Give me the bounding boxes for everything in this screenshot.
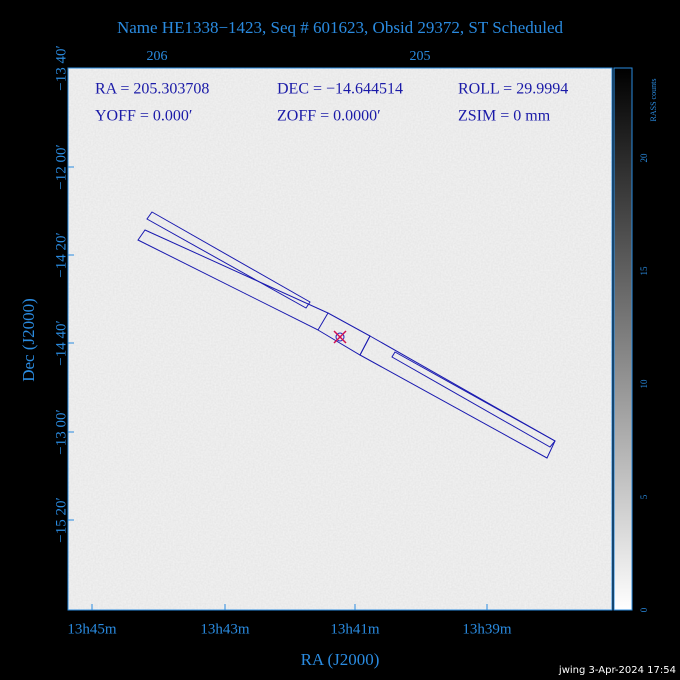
detector-outline — [137, 211, 556, 459]
x-axis-label: RA (J2000) — [301, 650, 380, 669]
y-tick-label: −14 40′ — [53, 320, 69, 366]
x-tick-label: 13h39m — [462, 621, 512, 637]
colorbar-tick-label: 15 — [639, 266, 649, 276]
footer: jwing 3-Apr-2024 17:54 — [558, 665, 676, 676]
x-tick-label: 13h43m — [200, 621, 250, 637]
y-axis-label: Dec (J2000) — [19, 298, 38, 382]
x-top-tick-label: 205 — [410, 49, 431, 64]
info-text: RA = 205.303708 — [95, 81, 209, 98]
info-text: ZSIM = 0 mm — [458, 108, 551, 125]
y-tick-label: −12 00′ — [53, 144, 69, 190]
chip — [391, 351, 556, 448]
info-text: ZOFF = 0.0000′ — [277, 108, 381, 125]
y-tick-label: −15 20′ — [53, 497, 69, 543]
info-text: YOFF = 0.000′ — [95, 108, 192, 125]
image-noise — [68, 68, 612, 610]
info-text: ROLL = 29.9994 — [458, 81, 568, 98]
info-text: DEC = −14.644514 — [277, 81, 403, 98]
y-tick-label: −13 00′ — [53, 409, 69, 455]
y-tick-label: −14 20′ — [53, 232, 69, 278]
chip — [359, 335, 556, 459]
chip — [146, 211, 311, 309]
info-panel: RA = 205.303708 DEC = −14.644514 ROLL = 29… — [95, 81, 568, 125]
colorbar-tick-label: 10 — [639, 379, 649, 389]
y-tick-label: −13 40′ — [53, 45, 69, 91]
colorbar — [613, 67, 633, 611]
plot-frame — [67, 67, 613, 611]
x-top-tick-label: 206 — [147, 49, 168, 64]
x-tick-label: 13h41m — [330, 621, 380, 637]
colorbar-label: RASS counts — [649, 79, 658, 122]
x-tick-label: 13h45m — [67, 621, 117, 637]
colorbar-tick-label: 5 — [639, 494, 649, 499]
target-marker — [333, 330, 347, 344]
colorbar-tick-label: 20 — [639, 153, 649, 163]
title: Name HE1338−1423, Seq # 601623, Obsid 29… — [117, 18, 564, 37]
colorbar-tick-label: 0 — [639, 607, 649, 612]
